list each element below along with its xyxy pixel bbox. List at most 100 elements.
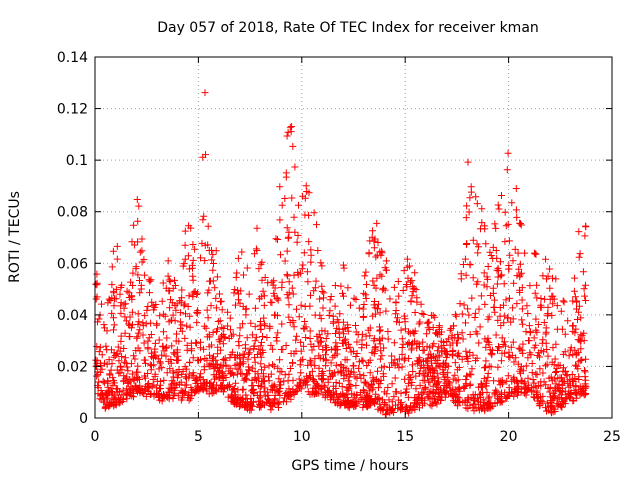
data-point — [283, 224, 291, 232]
data-point — [533, 294, 541, 302]
data-point — [300, 324, 308, 332]
data-point — [103, 360, 111, 368]
data-point — [384, 335, 392, 343]
data-point — [108, 294, 116, 302]
data-point — [530, 334, 538, 342]
data-point — [502, 296, 510, 304]
data-point — [440, 376, 448, 384]
data-point — [370, 244, 378, 252]
data-point — [126, 389, 134, 397]
data-point — [200, 345, 208, 353]
data-point — [324, 387, 332, 395]
data-point — [435, 351, 443, 359]
data-point — [314, 337, 322, 345]
data-point — [173, 374, 181, 382]
data-point — [549, 393, 557, 401]
data-point — [340, 264, 348, 272]
data-point — [404, 393, 412, 401]
data-point — [259, 333, 266, 340]
data-point — [285, 385, 293, 393]
data-point — [147, 319, 155, 327]
data-point — [549, 300, 557, 308]
data-point — [343, 356, 351, 364]
data-point — [324, 330, 332, 338]
data-point — [554, 395, 562, 403]
data-point — [239, 386, 247, 394]
data-point — [181, 241, 189, 249]
data-point — [178, 286, 186, 294]
data-point — [522, 328, 530, 336]
data-point — [101, 398, 109, 406]
data-point — [498, 398, 506, 406]
data-point — [226, 364, 234, 372]
data-point — [332, 339, 340, 347]
data-point — [560, 378, 568, 386]
data-point — [139, 331, 147, 339]
data-point — [212, 304, 220, 312]
data-point — [232, 395, 240, 403]
data-point — [401, 354, 409, 362]
data-point — [448, 350, 456, 358]
data-point — [213, 327, 220, 335]
data-point — [150, 354, 157, 362]
data-point — [211, 284, 219, 292]
data-point — [235, 403, 243, 410]
data-point — [580, 285, 588, 293]
data-point — [505, 384, 513, 392]
data-point — [401, 325, 409, 333]
data-point — [289, 359, 297, 367]
data-point — [420, 357, 427, 365]
data-point — [236, 361, 244, 369]
data-point — [108, 263, 116, 271]
data-point — [524, 354, 532, 362]
data-point — [544, 352, 552, 360]
plot-frame — [94, 56, 613, 419]
data-point — [498, 271, 506, 279]
data-point — [451, 334, 459, 342]
data-point — [104, 383, 112, 391]
data-point — [393, 318, 401, 326]
y-tick-label: 0.06 — [57, 256, 88, 272]
data-point — [293, 305, 300, 313]
data-point — [410, 284, 418, 292]
data-point — [292, 387, 300, 395]
data-point — [139, 319, 147, 327]
data-point — [448, 392, 456, 400]
data-point — [513, 300, 521, 308]
data-point — [358, 330, 366, 338]
data-point — [519, 340, 527, 348]
data-point — [449, 322, 457, 330]
data-point — [577, 357, 585, 364]
data-point — [227, 397, 235, 405]
data-point — [293, 381, 301, 389]
data-point — [151, 370, 159, 378]
data-point — [302, 334, 310, 341]
data-point — [465, 311, 473, 319]
data-point — [333, 346, 341, 354]
data-point — [372, 253, 380, 261]
data-point — [204, 222, 212, 230]
data-point — [364, 391, 372, 399]
data-point — [372, 284, 380, 292]
data-point — [134, 310, 142, 318]
data-point — [500, 319, 508, 327]
data-point — [563, 372, 571, 380]
data-point — [495, 205, 503, 213]
data-point — [376, 327, 384, 335]
data-point — [428, 402, 436, 410]
data-point — [379, 370, 387, 378]
data-point — [227, 326, 234, 334]
data-point — [400, 267, 408, 275]
data-point — [179, 262, 187, 270]
data-point — [575, 386, 583, 394]
data-point — [113, 242, 121, 250]
data-point — [239, 358, 247, 366]
data-point — [581, 232, 589, 240]
data-point — [464, 158, 472, 166]
data-point — [164, 257, 172, 265]
data-point — [323, 346, 330, 354]
data-point — [577, 314, 585, 322]
data-point — [457, 275, 465, 283]
data-point — [546, 284, 554, 292]
